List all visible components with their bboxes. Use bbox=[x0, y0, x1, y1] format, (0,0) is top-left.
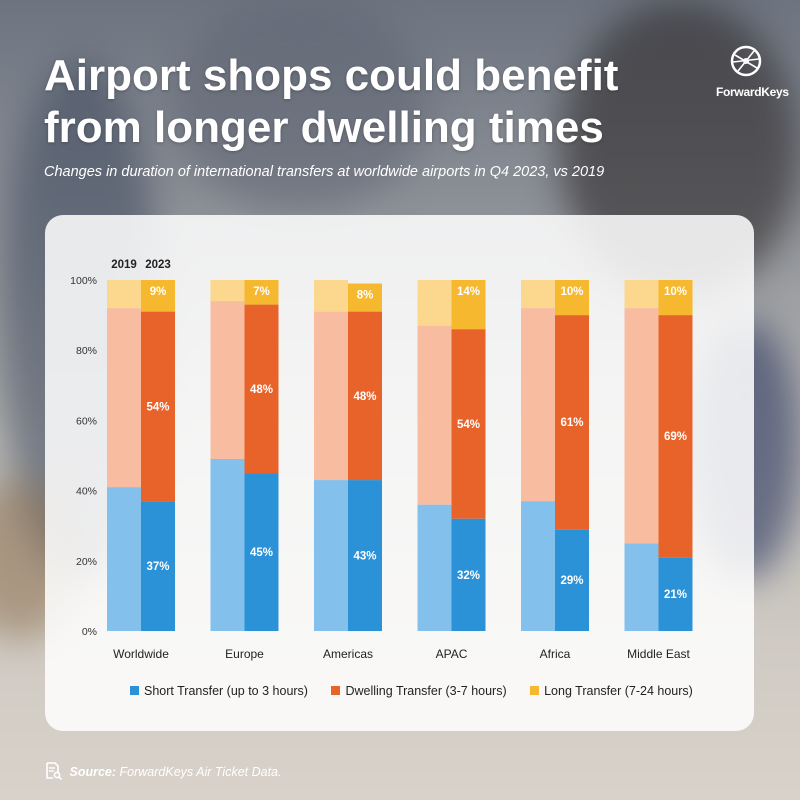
category-label: Worldwide bbox=[113, 647, 169, 661]
data-label: 21% bbox=[664, 589, 687, 601]
source-label: Source: bbox=[69, 765, 117, 779]
bar-segment-2019 bbox=[107, 487, 141, 631]
data-label: 10% bbox=[560, 286, 583, 298]
year-label: 2019 bbox=[111, 259, 137, 271]
legend-label: Long Transfer (7-24 hours) bbox=[544, 684, 693, 698]
bar-segment-2019 bbox=[417, 504, 452, 631]
data-label: 9% bbox=[150, 286, 167, 298]
y-tick-label: 60% bbox=[76, 415, 97, 427]
legend-item-short: Short Transfer (up to 3 hours) bbox=[130, 684, 308, 698]
bar-segment-2023 bbox=[451, 280, 486, 330]
bar-segment-2023 bbox=[141, 280, 175, 312]
page-subtitle: Changes in duration of international tra… bbox=[44, 164, 605, 180]
bar-segment-2023 bbox=[141, 311, 175, 502]
data-label: 14% bbox=[457, 286, 480, 298]
brand-logo: ForwardKeys bbox=[716, 44, 789, 99]
y-tick-label: 80% bbox=[76, 345, 97, 357]
bar-segment-2019 bbox=[314, 311, 348, 481]
bar-segment-2019 bbox=[624, 280, 659, 309]
category-label: Africa bbox=[540, 647, 571, 661]
bar-segment-2019 bbox=[210, 459, 245, 631]
data-label: 43% bbox=[353, 551, 376, 563]
bar-segment-2019 bbox=[521, 501, 555, 631]
bar-segment-2023 bbox=[244, 304, 279, 474]
bar-segment-2019 bbox=[314, 280, 348, 312]
bar-segment-2023 bbox=[555, 529, 589, 631]
bar-segment-2019 bbox=[314, 480, 348, 631]
source-text: ForwardKeys Air Ticket Data. bbox=[119, 765, 282, 779]
category-label: APAC bbox=[436, 647, 468, 661]
bar-segment-2023 bbox=[244, 280, 279, 305]
globe-icon bbox=[730, 45, 762, 77]
bar-segment-2019 bbox=[521, 308, 555, 502]
bar-segment-2023 bbox=[658, 280, 693, 316]
bg-shape bbox=[170, 0, 430, 210]
legend-swatch bbox=[130, 686, 139, 695]
year-label: 2023 bbox=[145, 259, 171, 271]
category-label: Americas bbox=[323, 647, 373, 661]
chart-legend: Short Transfer (up to 3 hours) Dwelling … bbox=[130, 684, 713, 698]
category-label: Middle East bbox=[627, 647, 690, 661]
bar-segment-2023 bbox=[555, 315, 589, 530]
data-label: 61% bbox=[560, 417, 583, 429]
bar-segment-2023 bbox=[555, 280, 589, 316]
bar-segment-2023 bbox=[658, 557, 693, 631]
bar-segment-2023 bbox=[348, 311, 382, 481]
logo-text: ForwardKeys bbox=[716, 85, 789, 99]
legend-item-long: Long Transfer (7-24 hours) bbox=[530, 684, 693, 698]
data-label: 10% bbox=[664, 286, 687, 298]
data-label: 48% bbox=[353, 391, 376, 403]
bar-segment-2023 bbox=[348, 283, 382, 312]
legend-label: Dwelling Transfer (3-7 hours) bbox=[345, 684, 507, 698]
bar-segment-2019 bbox=[624, 308, 659, 544]
legend-label: Short Transfer (up to 3 hours) bbox=[144, 684, 308, 698]
data-label: 54% bbox=[457, 419, 480, 431]
bar-segment-2023 bbox=[451, 329, 486, 519]
legend-item-dwelling: Dwelling Transfer (3-7 hours) bbox=[331, 684, 507, 698]
y-tick-label: 40% bbox=[76, 486, 97, 498]
page-title: Airport shops could benefit from longer … bbox=[44, 51, 619, 152]
bar-segment-2023 bbox=[348, 480, 382, 631]
category-label: Europe bbox=[225, 647, 264, 661]
data-label: 69% bbox=[664, 431, 687, 443]
data-label: 29% bbox=[560, 575, 583, 587]
document-search-icon bbox=[46, 762, 63, 781]
data-label: 7% bbox=[253, 286, 270, 298]
y-tick-label: 0% bbox=[82, 626, 97, 638]
bar-segment-2019 bbox=[107, 280, 141, 309]
data-label: 37% bbox=[146, 561, 169, 573]
data-label: 54% bbox=[146, 401, 169, 413]
bar-segment-2023 bbox=[244, 473, 279, 631]
bar-segment-2019 bbox=[107, 308, 141, 488]
y-tick-label: 100% bbox=[70, 275, 97, 287]
y-tick-label: 20% bbox=[76, 556, 97, 568]
bar-segment-2019 bbox=[417, 280, 452, 326]
bar-segment-2019 bbox=[624, 543, 659, 631]
data-label: 32% bbox=[457, 570, 480, 582]
bar-segment-2019 bbox=[417, 325, 452, 505]
stacked-bar-chart: 0% 20% 40% 60% 80% 100% 2019 2023 37% 54% 9% Worldw… bbox=[70, 259, 693, 661]
source-note: Source: ForwardKeys Air Ticket Data. bbox=[44, 762, 282, 781]
bar-segment-2019 bbox=[521, 280, 555, 309]
bar-segment-2023 bbox=[658, 315, 693, 558]
legend-swatch bbox=[530, 686, 540, 695]
bar-segment-2019 bbox=[210, 301, 245, 460]
data-label: 45% bbox=[250, 547, 273, 559]
bar-segment-2023 bbox=[451, 518, 486, 631]
legend-swatch bbox=[331, 686, 341, 695]
data-label: 48% bbox=[250, 384, 273, 396]
bar-segment-2019 bbox=[210, 280, 245, 302]
data-label: 8% bbox=[357, 290, 374, 302]
bar-segment-2023 bbox=[141, 501, 175, 631]
